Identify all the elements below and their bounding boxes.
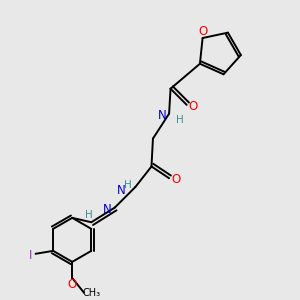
Text: H: H	[124, 180, 132, 190]
Text: O: O	[188, 100, 198, 113]
Text: I: I	[28, 249, 32, 262]
Text: H: H	[176, 115, 184, 125]
Text: O: O	[171, 173, 180, 186]
Text: CH₃: CH₃	[82, 288, 100, 298]
Text: N: N	[158, 109, 166, 122]
Text: O: O	[198, 25, 207, 38]
Text: N: N	[103, 202, 112, 215]
Text: N: N	[117, 184, 126, 197]
Text: H: H	[85, 210, 92, 220]
Text: O: O	[68, 278, 77, 291]
